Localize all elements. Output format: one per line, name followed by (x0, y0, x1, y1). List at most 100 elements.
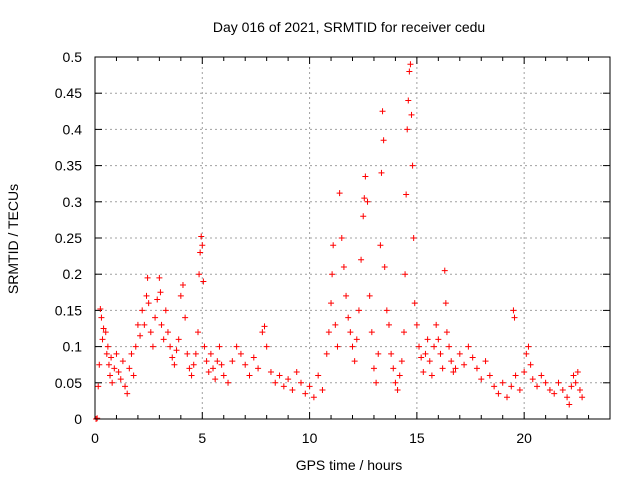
data-point (364, 198, 371, 205)
x-tick-label: 15 (409, 430, 425, 446)
axis-ticks (94, 56, 611, 420)
y-tick-label: 0.5 (63, 49, 83, 65)
data-point (190, 361, 197, 368)
chart-title: Day 016 of 2021, SRMTID for receiver ced… (213, 19, 485, 35)
data-point (431, 343, 438, 350)
data-point (267, 368, 274, 375)
data-point (486, 372, 493, 379)
y-tick-label: 0.4 (63, 121, 83, 137)
data-point (345, 314, 352, 321)
data-point (175, 336, 182, 343)
data-point (250, 354, 257, 361)
data-point (157, 289, 164, 296)
data-point (411, 300, 418, 307)
data-point (216, 343, 223, 350)
data-point (108, 354, 115, 361)
data-point (330, 242, 337, 249)
data-point (117, 376, 124, 383)
data-point (328, 300, 335, 307)
data-point (394, 387, 401, 394)
data-point (398, 358, 405, 365)
data-point (495, 390, 502, 397)
data-point (237, 350, 244, 357)
data-point (478, 376, 485, 383)
data-point (380, 137, 387, 144)
y-tick-label: 0.25 (55, 230, 82, 246)
data-point (388, 350, 395, 357)
data-point (410, 235, 417, 241)
data-point (574, 368, 581, 375)
data-point (442, 300, 449, 307)
y-tick-label: 0.15 (55, 302, 82, 318)
x-tick-label: 10 (302, 430, 318, 446)
data-point (329, 271, 336, 278)
data-point (452, 365, 459, 372)
data-point (482, 358, 489, 365)
x-tick-label: 20 (516, 430, 532, 446)
data-point (141, 321, 148, 328)
data-point (105, 361, 112, 368)
data-point (126, 365, 133, 372)
data-point (465, 343, 472, 350)
data-point (104, 343, 111, 350)
data-point (433, 321, 440, 328)
data-point (182, 314, 189, 321)
data-point (169, 354, 176, 361)
data-point (147, 329, 154, 336)
data-point (261, 323, 268, 330)
data-point (113, 350, 120, 357)
data-point (139, 307, 146, 314)
data-point (197, 249, 204, 256)
y-tick-label: 0.35 (55, 158, 82, 174)
data-point (422, 350, 429, 357)
data-point (424, 336, 431, 343)
data-point (152, 314, 159, 321)
data-point (446, 343, 453, 350)
data-point (293, 368, 300, 375)
data-point (443, 329, 450, 336)
data-point (377, 242, 384, 249)
data-point (491, 383, 498, 390)
data-point (511, 314, 518, 321)
data-point (212, 376, 219, 383)
data-point (499, 379, 506, 386)
data-point (551, 390, 558, 397)
data-point (516, 387, 523, 394)
data-point (570, 372, 577, 379)
data-point (259, 329, 266, 336)
data-point (188, 372, 195, 379)
data-point (285, 376, 292, 383)
data-point (276, 372, 283, 379)
data-point (349, 343, 356, 350)
data-point (325, 329, 332, 336)
plot-frame (94, 56, 611, 420)
data-point (555, 379, 562, 386)
data-point (302, 390, 309, 397)
data-point (289, 387, 296, 394)
data-point (402, 271, 409, 278)
data-point (523, 350, 530, 357)
data-point (115, 368, 122, 375)
data-point (546, 387, 553, 394)
data-point (576, 387, 583, 394)
data-point (504, 394, 510, 401)
data-point (428, 372, 435, 379)
data-point (179, 282, 186, 289)
data-point (508, 383, 515, 390)
data-point (390, 365, 397, 372)
y-axis-label: SRMTID / TECUs (5, 184, 21, 294)
data-point (392, 379, 399, 386)
data-point (122, 383, 129, 390)
y-tick-labels: 0 0.05 0.1 0.15 0.2 0.25 0.3 0.35 0.4 0.45 0.5 (55, 49, 82, 427)
data-point (201, 343, 208, 350)
data-point (426, 358, 433, 365)
data-point (164, 329, 171, 336)
data-point (435, 336, 442, 343)
data-point (406, 68, 413, 75)
data-point (144, 274, 151, 281)
data-point (162, 307, 169, 314)
data-point (137, 332, 144, 339)
data-point (525, 343, 532, 350)
data-point (246, 372, 253, 379)
